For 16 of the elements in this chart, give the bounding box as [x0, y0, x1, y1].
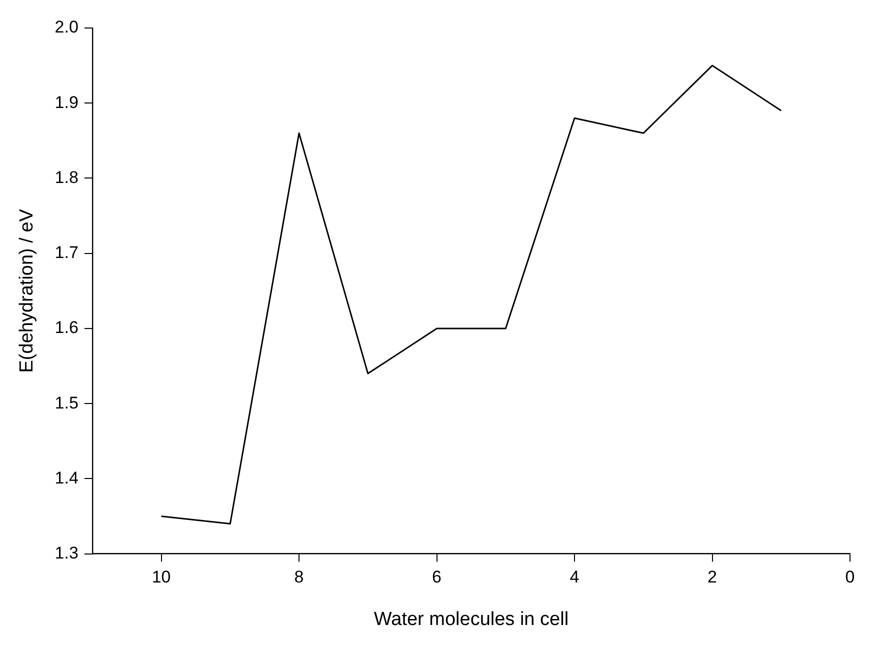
- y-tick-label: 1.8: [54, 168, 78, 187]
- y-tick-label: 1.9: [54, 92, 78, 112]
- y-tick-label: 1.4: [54, 468, 78, 488]
- x-tick-label: 4: [570, 568, 580, 587]
- y-axis-title: E(dehydration) / eV: [16, 208, 38, 373]
- y-tick-label: 1.7: [54, 243, 78, 262]
- x-tick-label: 6: [432, 568, 442, 587]
- y-tick-label: 1.6: [54, 318, 78, 338]
- y-tick-label: 1.3: [54, 543, 78, 562]
- x-axis-title: Water molecules in cell: [374, 608, 569, 630]
- x-tick-label: 8: [294, 568, 304, 587]
- y-tick-label: 2.0: [54, 18, 78, 37]
- x-tick-label: 0: [845, 568, 855, 587]
- x-tick-label: 10: [152, 568, 171, 587]
- y-tick-label: 1.5: [54, 393, 78, 412]
- x-tick-label: 2: [708, 568, 717, 587]
